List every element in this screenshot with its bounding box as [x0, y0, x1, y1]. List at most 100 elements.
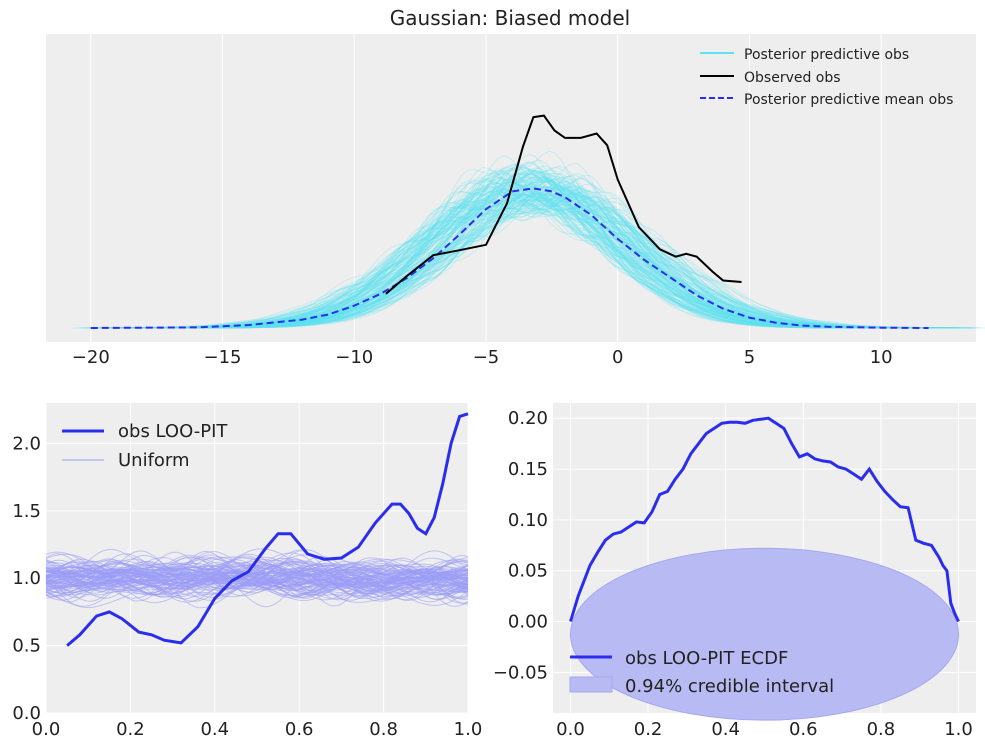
posterior-predictive-curve	[123, 198, 961, 329]
posterior-predictive-curve	[167, 186, 959, 329]
posterior-predictive-curve	[170, 195, 895, 329]
posterior-predictive-curve	[176, 163, 888, 329]
posterior-predictive-curve	[194, 167, 866, 329]
bottom-left-x-tick-label: 0.6	[285, 719, 314, 740]
posterior-predictive-curve	[157, 189, 903, 329]
uniform-curves	[45, 548, 469, 609]
posterior-predictive-curve	[182, 174, 914, 329]
uniform-curve	[45, 551, 469, 603]
loo-pit-line	[66, 412, 469, 647]
posterior-predictive-curve	[141, 196, 945, 329]
posterior-predictive-curve	[163, 178, 875, 329]
posterior-predictive-curve	[146, 172, 865, 329]
legend-label-observed: Observed obs	[744, 70, 841, 86]
legend-label-posterior-predictive: Posterior predictive obs	[744, 47, 909, 63]
posterior-predictive-curve	[162, 177, 934, 329]
top-x-tick-label: 10	[870, 347, 893, 368]
posterior-predictive-curve	[151, 186, 943, 329]
top-x-tick-label: −15	[204, 347, 242, 368]
posterior-predictive-curve	[158, 174, 897, 329]
posterior-predictive-curve	[177, 194, 935, 329]
bottom-right-x-tick-label: 0.6	[789, 719, 818, 740]
bottom-right-legend: obs LOO-PIT ECDF 0.94% credible interval	[569, 648, 834, 697]
bottom-right-y-tick-label: 0.15	[508, 459, 548, 480]
uniform-curve	[45, 560, 469, 598]
top-gridlines	[90, 34, 882, 342]
posterior-predictive-curve	[178, 163, 844, 329]
bottom-right-x-tick-label: 0.4	[711, 719, 740, 740]
top-x-tick-label: −20	[72, 347, 110, 368]
bottom-left-y-tick-label: 2.0	[12, 433, 41, 454]
bottom-left-y-tick-label: 0.5	[12, 636, 41, 657]
posterior-predictive-curve	[130, 207, 981, 329]
posterior-predictive-curve	[162, 168, 855, 329]
posterior-predictive-curve	[198, 169, 878, 329]
posterior-predictive-curve	[186, 168, 858, 329]
bottom-left-panel: 0.0 0.2 0.4 0.6 0.8 1.0 0.0 0.5 1.0 1.5 2.0 obs L…	[12, 403, 482, 740]
posterior-predictive-curve	[182, 171, 888, 329]
posterior-predictive-curve	[137, 187, 985, 329]
posterior-predictive-curve	[166, 160, 879, 329]
posterior-predictive-curve	[178, 186, 930, 329]
bottom-right-y-tick-label: −0.05	[493, 662, 548, 683]
posterior-predictive-curve	[127, 182, 886, 329]
posterior-predictive-curve	[157, 177, 856, 329]
posterior-predictive-curve	[150, 193, 941, 329]
posterior-predictive-curve	[107, 184, 912, 329]
posterior-predictive-curve	[150, 183, 882, 329]
posterior-predictive-curve	[196, 184, 928, 329]
posterior-predictive-curve	[171, 169, 903, 329]
posterior-predictive-curve	[169, 179, 902, 329]
posterior-predictive-curve	[148, 196, 972, 329]
bottom-right-y-tick-labels: −0.05 0.00 0.05 0.10 0.15 0.20	[493, 408, 548, 683]
posterior-predictive-curve	[156, 174, 894, 329]
legend-label-mean: Posterior predictive mean obs	[744, 92, 953, 108]
posterior-predictive-curve	[155, 175, 933, 329]
posterior-predictive-curve	[187, 150, 872, 329]
posterior-predictive-curve	[138, 192, 955, 329]
posterior-predictive-mean-line	[90, 187, 929, 329]
bottom-left-x-tick-label: 0.2	[116, 719, 145, 740]
posterior-predictive-curve	[91, 199, 909, 329]
uniform-curve	[45, 571, 469, 584]
bottom-right-x-tick-label: 0.0	[556, 719, 585, 740]
posterior-predictive-curve	[165, 170, 884, 329]
credible-interval-band	[569, 547, 960, 721]
posterior-predictive-curve	[81, 199, 932, 329]
bottom-right-x-tick-label: 1.0	[944, 719, 973, 740]
uniform-curve	[45, 558, 469, 607]
posterior-predictive-curve	[93, 185, 950, 329]
posterior-predictive-curve	[172, 166, 884, 329]
top-panel: Gaussian: Biased model −20 −15 −10 −5 0 5 10 P…	[46, 6, 985, 368]
chart-title: Gaussian: Biased model	[390, 6, 630, 30]
posterior-predictive-curve	[157, 181, 961, 329]
top-x-tick-label: 0	[612, 347, 623, 368]
bottom-right-y-tick-label: 0.00	[508, 612, 548, 633]
posterior-predictive-curve	[183, 165, 862, 329]
top-x-tick-labels: −20 −15 −10 −5 0 5 10	[72, 347, 893, 368]
posterior-predictive-curve	[188, 162, 907, 329]
posterior-predictive-curve	[169, 177, 928, 329]
posterior-predictive-curve	[201, 173, 881, 329]
posterior-predictive-curve	[148, 192, 953, 329]
posterior-predictive-curve	[174, 169, 873, 329]
bottom-right-x-tick-label: 0.2	[634, 719, 663, 740]
posterior-predictive-curve	[101, 186, 958, 329]
top-x-tick-label: −5	[473, 347, 500, 368]
legend-label-uniform: Uniform	[118, 450, 190, 471]
posterior-predictive-curve	[177, 189, 942, 329]
legend-label-credible-interval: 0.94% credible interval	[625, 676, 834, 697]
posterior-predictive-curve	[188, 155, 867, 329]
bottom-left-x-tick-labels: 0.0 0.2 0.4 0.6 0.8 1.0	[32, 719, 483, 740]
bottom-left-y-tick-labels: 0.0 0.5 1.0 1.5 2.0	[12, 433, 41, 724]
legend-label-ecdf: obs LOO-PIT ECDF	[625, 648, 788, 669]
posterior-predictive-curve	[171, 161, 843, 329]
bottom-left-x-tick-label: 0.0	[32, 719, 61, 740]
uniform-curve	[45, 566, 469, 588]
bottom-right-x-tick-labels: 0.0 0.2 0.4 0.6 0.8 1.0	[556, 719, 973, 740]
posterior-predictive-curve	[127, 193, 971, 329]
posterior-predictive-curve	[186, 180, 938, 329]
bottom-right-y-tick-label: 0.05	[508, 561, 548, 582]
uniform-curve	[45, 566, 469, 594]
posterior-predictive-curve	[191, 169, 884, 329]
